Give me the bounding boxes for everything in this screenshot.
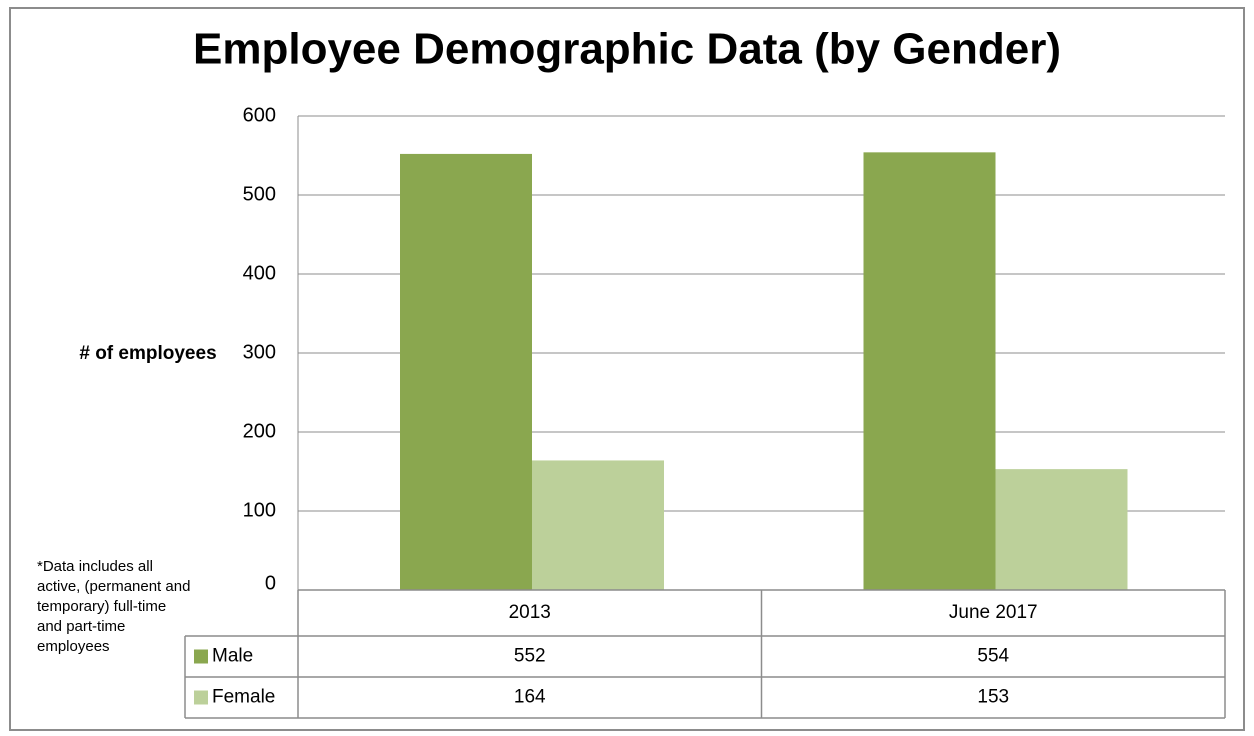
y-tick-label: 300 <box>243 341 276 363</box>
y-axis-label: # of employees <box>79 343 216 364</box>
chart-border <box>9 7 1245 731</box>
legend-label: Male <box>212 646 253 667</box>
y-tick-label: 600 <box>243 104 276 126</box>
bar <box>400 153 532 591</box>
chart-title: Employee Demographic Data (by Gender) <box>193 25 1061 74</box>
table-value: 552 <box>514 646 546 667</box>
y-tick-label: 500 <box>243 183 276 205</box>
x-tick-label: June 2017 <box>949 602 1038 623</box>
y-tick-label: 100 <box>243 499 276 521</box>
x-tick-label: 2013 <box>509 602 551 623</box>
note-line: *Data includes all <box>37 558 153 575</box>
y-tick-label: 400 <box>243 262 276 284</box>
legend-label: Female <box>212 687 275 708</box>
table-value: 164 <box>514 687 546 708</box>
legend-swatch <box>194 649 208 664</box>
note-line: and part-time <box>37 618 125 635</box>
y-tick-label: 0 <box>265 572 276 594</box>
y-tick-label: 200 <box>243 420 276 442</box>
bar <box>995 469 1128 590</box>
bar <box>863 152 996 590</box>
table-value: 554 <box>977 646 1009 667</box>
note-line: temporary) full-time <box>37 598 166 615</box>
table-value: 153 <box>977 687 1009 708</box>
note-line: employees <box>37 638 110 655</box>
bar <box>532 460 664 590</box>
legend-swatch <box>194 690 208 705</box>
note-line: active, (permanent and <box>37 578 190 595</box>
